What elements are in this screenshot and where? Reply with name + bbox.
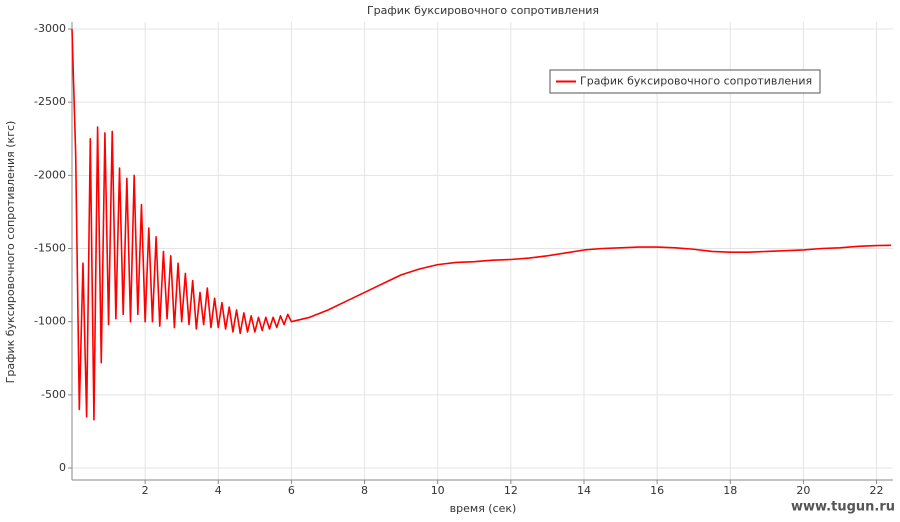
x-tick-label: 18 — [723, 484, 737, 497]
x-tick-label: 12 — [504, 484, 518, 497]
chart-title: График буксировочного сопротивления — [367, 4, 599, 17]
x-tick-label: 14 — [577, 484, 591, 497]
y-tick-label: -1500 — [34, 242, 66, 255]
y-tick-label: -3000 — [34, 22, 66, 35]
x-tick-label: 8 — [361, 484, 368, 497]
y-tick-label: 0 — [59, 461, 66, 474]
x-tick-label: 2 — [142, 484, 149, 497]
y-tick-label: -500 — [41, 388, 66, 401]
data-line — [71, 28, 892, 421]
x-tick-label: 6 — [288, 484, 295, 497]
x-tick-label: 20 — [796, 484, 810, 497]
y-axis-label: График буксировочного сопротивления (кгс… — [4, 121, 17, 384]
watermark: www.tugun.ru — [791, 500, 895, 515]
x-tick-label: 10 — [431, 484, 445, 497]
y-tick-label: -2500 — [34, 95, 66, 108]
x-axis-label: время (сек) — [450, 502, 517, 515]
x-tick-label: 4 — [215, 484, 222, 497]
y-tick-label: -1000 — [34, 315, 66, 328]
legend-box — [549, 69, 821, 94]
x-tick-label: 22 — [870, 484, 884, 497]
legend-label: График буксировочного сопротивления — [580, 75, 812, 88]
x-tick-label: 16 — [650, 484, 664, 497]
y-tick-label: -2000 — [34, 168, 66, 181]
